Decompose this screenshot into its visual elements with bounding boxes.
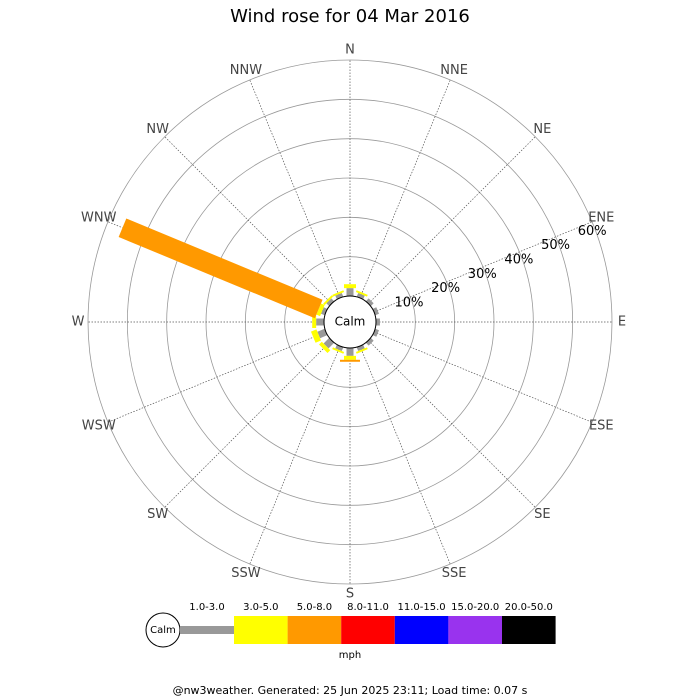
- spoke: [368, 340, 536, 508]
- spoke: [249, 79, 341, 299]
- direction-label: ENE: [588, 210, 614, 225]
- calm-label: Calm: [335, 315, 366, 329]
- spoke: [359, 345, 451, 565]
- r-tick-label: 60%: [578, 224, 607, 239]
- wind-bar: [335, 344, 344, 351]
- wind-bar: [317, 328, 328, 339]
- grid-ring: [87, 59, 613, 585]
- legend-swatch: [448, 616, 502, 644]
- wind-bar: [355, 347, 368, 354]
- wind-bar: [372, 307, 379, 316]
- wind-bar: [326, 298, 335, 307]
- legend-swatch: [502, 616, 556, 644]
- wind-bar: [332, 290, 345, 297]
- wind-bar: [340, 359, 360, 362]
- wind-bar: [310, 329, 322, 343]
- legend-label: 3.0-5.0: [243, 602, 278, 613]
- wind-bar: [356, 344, 365, 351]
- wind-bar: [335, 293, 344, 300]
- spoke: [373, 331, 593, 423]
- direction-label: ESE: [589, 419, 614, 434]
- wind-bar: [332, 347, 345, 354]
- legend-label: 1.0-3.0: [189, 602, 224, 613]
- wind-bar: [355, 290, 368, 297]
- wind-bar: [375, 318, 380, 326]
- wind-bar: [356, 293, 365, 300]
- wind-bar: [118, 218, 323, 319]
- legend-label: 8.0-11.0: [347, 602, 389, 613]
- direction-label: SW: [147, 507, 168, 522]
- direction-label: WNW: [81, 210, 117, 225]
- legend-swatch: [394, 616, 449, 644]
- legend-swatch: [180, 626, 234, 634]
- direction-label: E: [618, 315, 626, 330]
- legend-label: 5.0-8.0: [297, 602, 332, 613]
- r-tick-label: 30%: [468, 267, 497, 282]
- spoke: [107, 331, 327, 423]
- r-tick-label: 20%: [431, 281, 460, 296]
- wind-bar: [323, 295, 334, 306]
- direction-label: SSW: [231, 566, 261, 581]
- grid-ring: [126, 98, 574, 546]
- calm-circle: [323, 295, 377, 349]
- footer: @nw3weather. Generated: 25 Jun 2025 23:1…: [173, 684, 528, 697]
- wind-bar: [372, 328, 379, 337]
- legend-label: 15.0-20.0: [451, 602, 499, 613]
- direction-label: NE: [533, 122, 551, 137]
- legend-calm-label: Calm: [150, 625, 176, 636]
- wind-bar: [316, 318, 325, 326]
- direction-label: N: [345, 43, 355, 58]
- wind-bar: [365, 337, 374, 346]
- direction-label: NNE: [440, 63, 468, 78]
- direction-label: W: [72, 315, 85, 330]
- wind-bar: [346, 348, 354, 356]
- wind-bar: [346, 288, 354, 296]
- legend-swatch: [341, 616, 395, 644]
- r-tick-label: 40%: [504, 252, 533, 267]
- legend-swatch: [287, 616, 342, 644]
- legend-label: 11.0-15.0: [398, 602, 446, 613]
- wind-bar: [312, 316, 317, 328]
- wind-bar: [319, 341, 331, 353]
- spoke: [373, 221, 593, 313]
- wind-bar: [365, 298, 374, 307]
- wind-bar: [344, 284, 356, 289]
- wind-bar: [321, 307, 328, 316]
- legend-label: 20.0-50.0: [505, 602, 553, 613]
- legend-swatch: [234, 616, 288, 644]
- r-tick-label: 50%: [541, 238, 570, 253]
- spoke: [368, 136, 536, 304]
- direction-label: S: [346, 587, 354, 602]
- direction-label: NW: [146, 122, 169, 137]
- spoke: [249, 345, 341, 565]
- wind-bar: [344, 355, 356, 360]
- direction-label: SSE: [442, 566, 467, 581]
- spoke: [164, 136, 332, 304]
- spoke: [359, 79, 451, 299]
- spoke: [164, 340, 332, 508]
- wind-bar: [316, 303, 325, 317]
- r-tick-label: 10%: [395, 295, 424, 310]
- direction-label: WSW: [82, 419, 116, 434]
- unit-label: mph: [339, 650, 361, 661]
- chart-title: Wind rose for 04 Mar 2016: [230, 6, 470, 27]
- direction-label: NNW: [230, 63, 262, 78]
- direction-label: SE: [534, 507, 550, 522]
